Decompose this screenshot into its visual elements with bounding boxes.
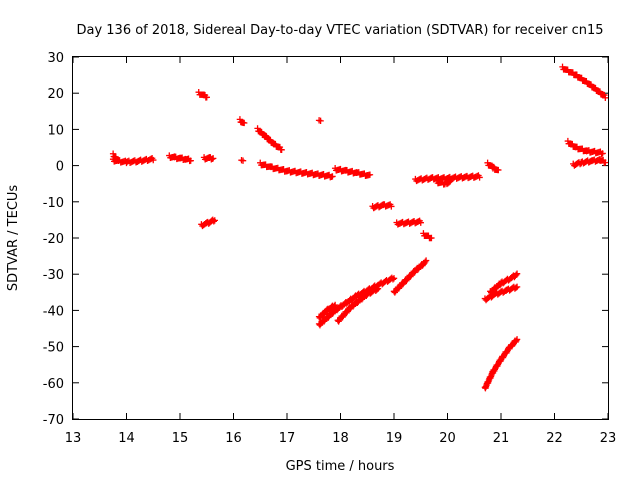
series-s27	[564, 137, 606, 158]
data-point	[241, 119, 248, 127]
data-point	[390, 275, 398, 282]
data-point	[278, 146, 285, 154]
series-s26	[559, 63, 609, 102]
x-tick-label: 19	[386, 431, 403, 446]
y-axis-label: SDTVAR / TECUs	[6, 185, 21, 292]
y-tick-label: -30	[43, 268, 64, 283]
data-point	[211, 217, 218, 224]
series-s03	[166, 152, 194, 165]
series-s13	[369, 201, 395, 212]
series-s20	[315, 301, 339, 322]
data-point	[417, 219, 424, 226]
y-tick-label: -50	[43, 341, 64, 356]
series-s07	[236, 116, 248, 127]
series-s22	[390, 257, 430, 296]
y-tick-label: -40	[43, 304, 64, 319]
series-s25	[481, 336, 521, 392]
series-s10	[257, 159, 336, 181]
data-point	[599, 150, 606, 157]
chart-title: Day 136 of 2018, Sidereal Day-to-day VTE…	[76, 23, 603, 38]
x-tick-label: 15	[172, 431, 189, 446]
y-tick-label: -20	[43, 232, 64, 247]
series-s15	[420, 230, 435, 242]
data-point	[239, 157, 247, 164]
y-tick-label: 0	[56, 160, 64, 175]
y-tick-label: -60	[43, 377, 64, 392]
x-tick-label: 23	[600, 431, 617, 446]
data-point	[513, 337, 520, 344]
series-s11	[315, 117, 324, 125]
x-tick-label: 18	[332, 431, 349, 446]
series-s18	[484, 159, 502, 174]
data-point	[329, 173, 336, 180]
x-axis-label: GPS time / hours	[286, 459, 395, 474]
data-point	[366, 171, 374, 178]
series-s23	[481, 283, 521, 304]
data-point	[388, 203, 395, 210]
data-point	[331, 301, 339, 309]
series-s05	[195, 89, 210, 101]
data-point	[209, 155, 217, 162]
series-s14	[393, 217, 424, 228]
data-point	[187, 157, 194, 164]
data-point	[373, 286, 381, 293]
series-s09	[254, 125, 285, 154]
series-s06	[198, 216, 218, 230]
data-point	[495, 166, 502, 174]
series-s28	[570, 155, 609, 169]
data-point	[389, 276, 397, 283]
y-tick-label: 30	[47, 51, 64, 66]
x-tick-label: 17	[279, 431, 296, 446]
data-point	[513, 336, 521, 343]
data-point	[512, 271, 520, 279]
series-s17	[433, 177, 454, 188]
y-tick-label: -10	[43, 196, 64, 211]
x-tick-label: 13	[65, 431, 82, 446]
y-tick-label: 20	[47, 87, 64, 102]
y-tick-label: 10	[47, 123, 64, 138]
data-points	[109, 63, 609, 392]
x-tick-label: 14	[118, 431, 135, 446]
data-point	[602, 94, 609, 102]
data-point	[602, 159, 609, 166]
data-point	[513, 270, 521, 277]
series-s12	[331, 165, 374, 179]
data-point	[331, 302, 338, 310]
series-s01	[109, 155, 157, 167]
series-s24	[487, 270, 521, 296]
data-point	[317, 117, 324, 125]
data-point	[446, 178, 454, 185]
series-s04	[200, 154, 217, 163]
data-point	[476, 174, 483, 181]
data-point	[203, 94, 210, 101]
data-point	[210, 218, 217, 225]
data-point	[445, 179, 453, 186]
series-s08	[238, 156, 247, 164]
y-tick-label: -70	[43, 413, 64, 428]
series-s21	[334, 285, 382, 325]
plot-frame	[72, 56, 609, 420]
data-point	[422, 257, 430, 264]
data-point	[512, 284, 520, 291]
x-tick-label: 22	[546, 431, 563, 446]
series-s02	[109, 150, 119, 161]
data-point	[374, 285, 382, 292]
data-point	[112, 153, 119, 161]
x-tick-label: 16	[225, 431, 242, 446]
data-point	[150, 156, 157, 164]
axis-ticks: 13 14 15 16 17 18 19 20 21 22 23 30 20 10 0 -10 -20 -30 -4…	[43, 51, 617, 446]
data-point	[428, 234, 435, 242]
data-point	[499, 354, 507, 361]
data-point	[422, 258, 429, 265]
data-point	[513, 283, 521, 291]
x-tick-label: 20	[439, 431, 456, 446]
x-tick-label: 21	[493, 431, 510, 446]
data-point	[503, 349, 510, 357]
